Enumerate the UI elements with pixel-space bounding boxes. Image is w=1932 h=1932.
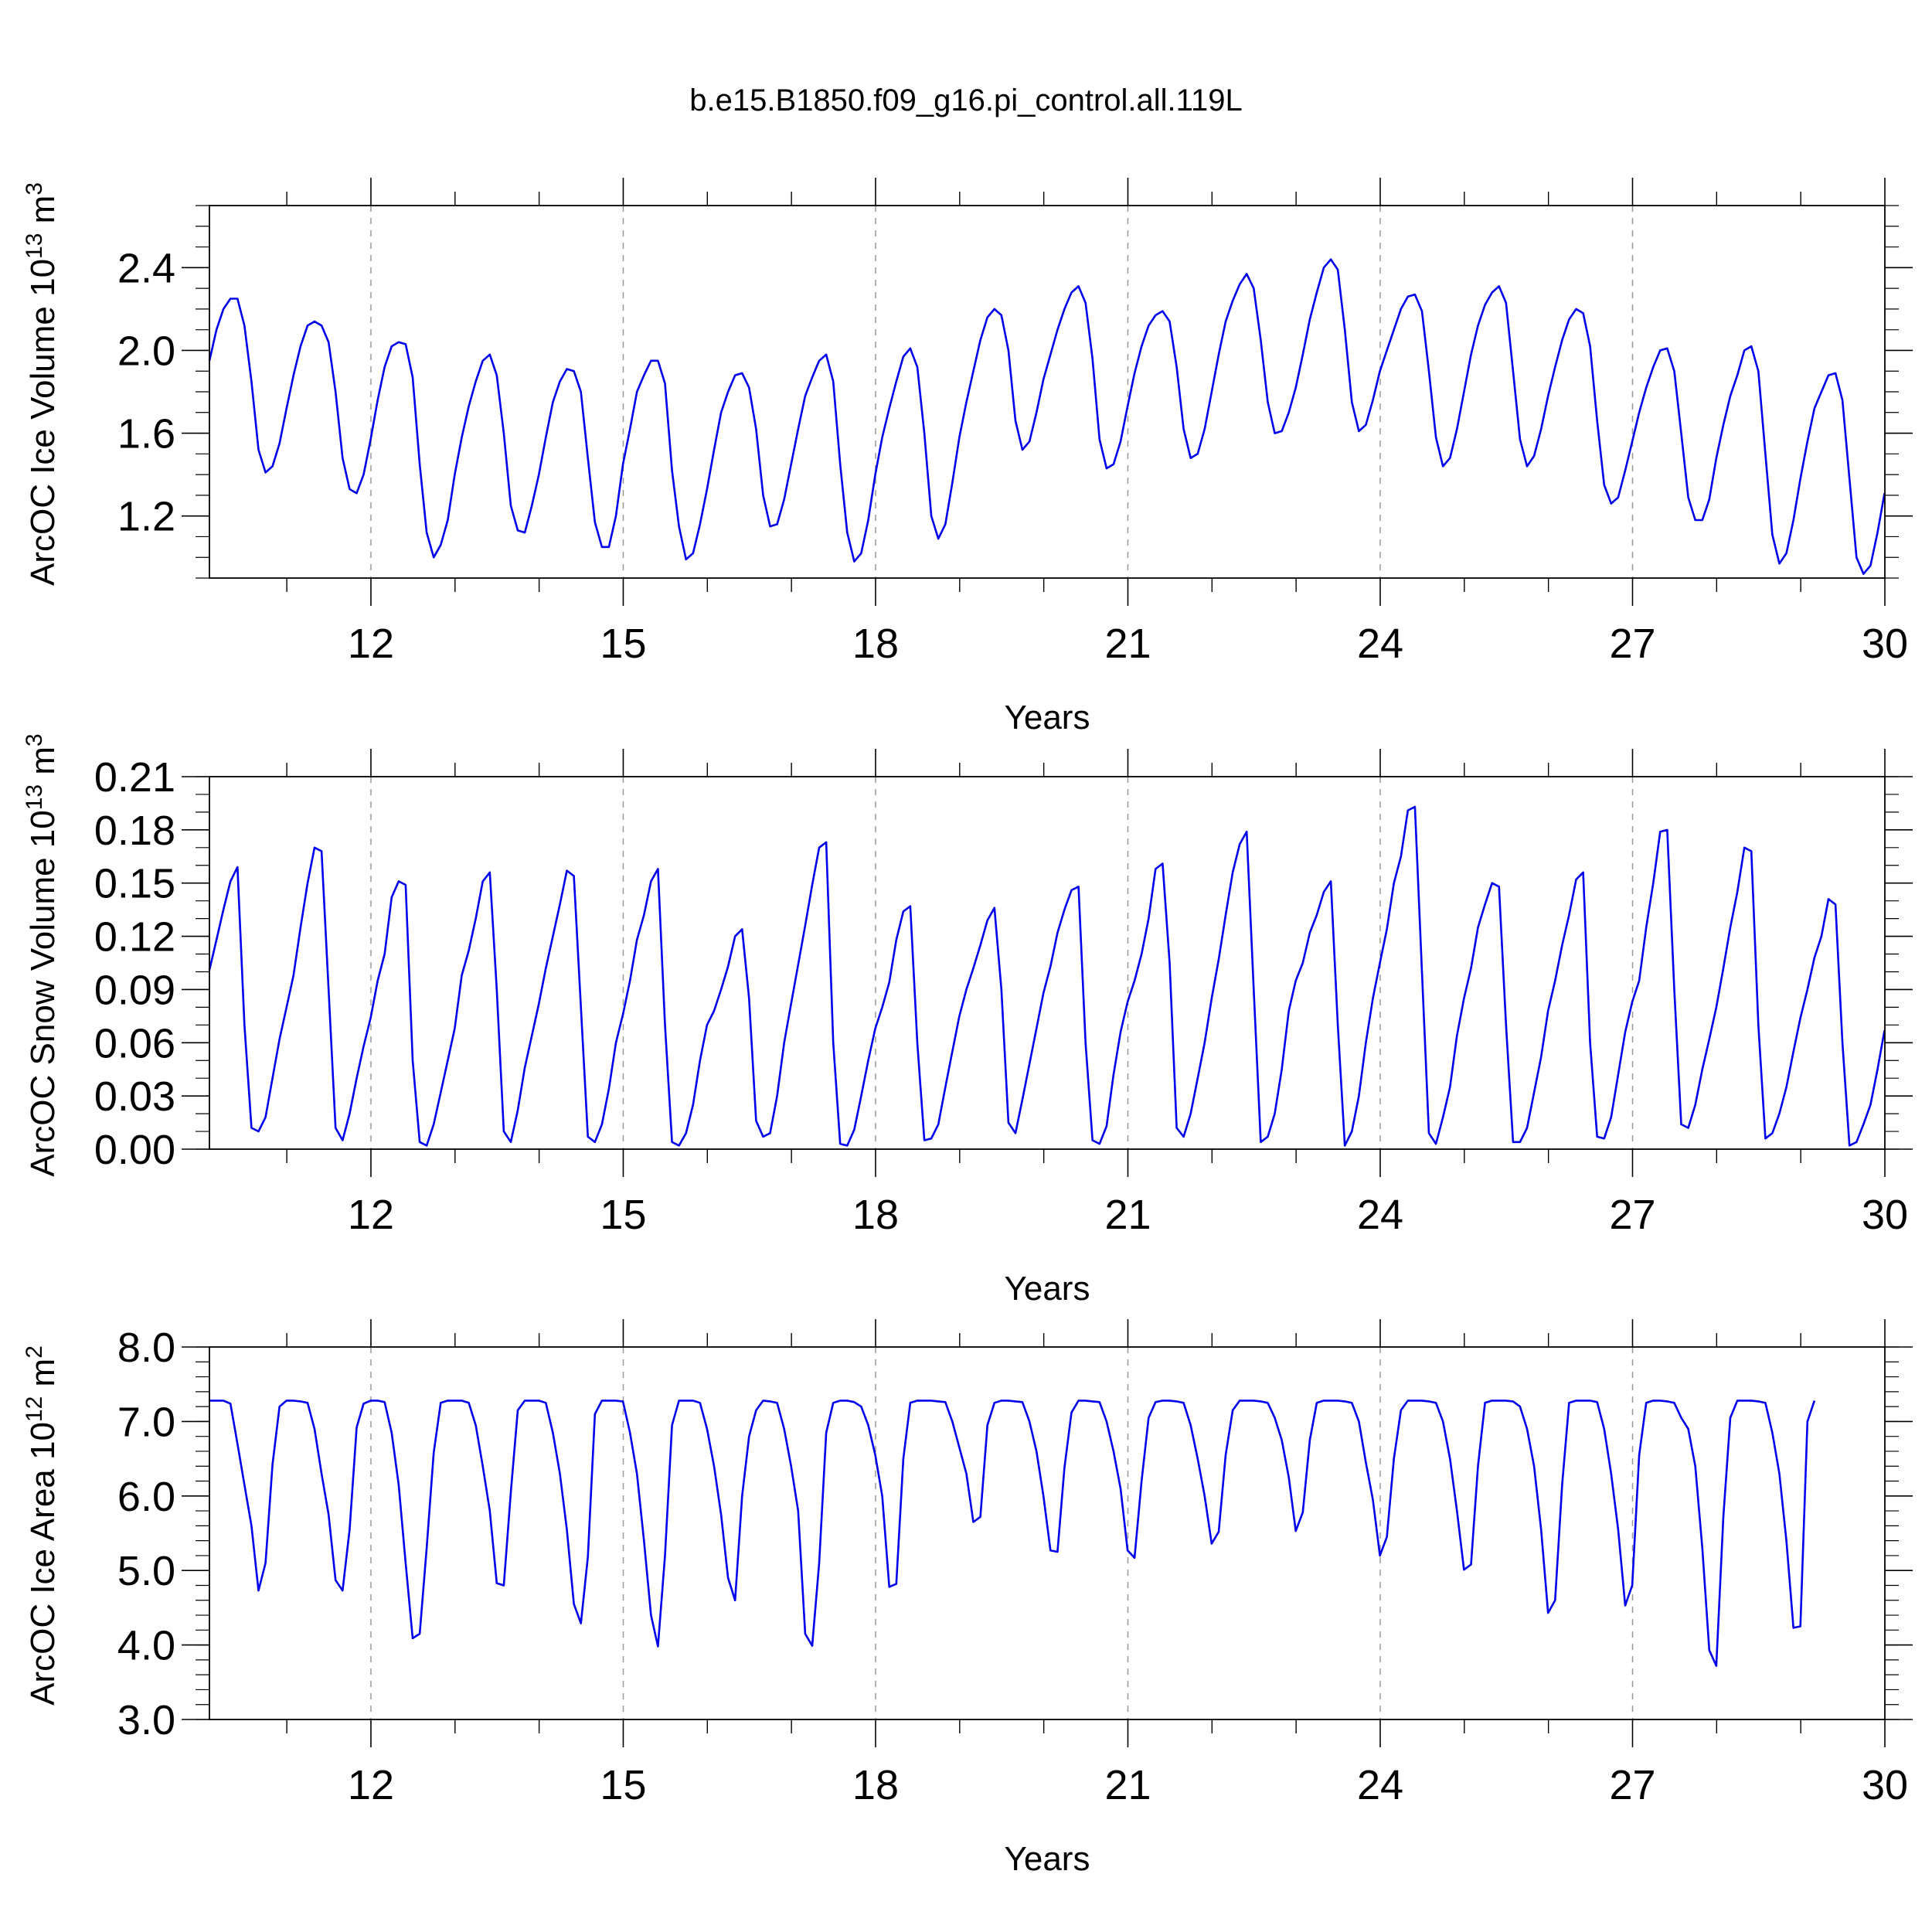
figure-title: b.e15.B1850.f09_g16.pi_control.all.119L — [689, 83, 1243, 117]
y-tick-label: 0.12 — [94, 914, 175, 961]
y-tick-label: 0.15 — [94, 861, 175, 907]
x-tick-label: 18 — [852, 1192, 899, 1238]
plot-frame — [209, 776, 1886, 1150]
y-tick-label: 3.0 — [117, 1697, 175, 1743]
plot-frame — [209, 205, 1886, 579]
x-tick-label: 27 — [1609, 1192, 1655, 1238]
data-series-line — [209, 1400, 1816, 1667]
y-tick-label: 8.0 — [117, 1325, 175, 1371]
x-tick-label: 12 — [348, 621, 394, 667]
y-tick-label: 0.00 — [94, 1127, 175, 1173]
chart-panel-3: 12 15 18 21 24 27 30 3.0 4.0 5.0 6.0 7.0 8.0 Years Arc… — [22, 1319, 1913, 1878]
y-axis-title: ArcOC Snow Volume 1013 m3 — [22, 733, 62, 1176]
x-tick-label: 12 — [348, 1192, 394, 1238]
data-series-line — [208, 258, 1886, 575]
y-tick-label: 5.0 — [117, 1548, 175, 1594]
data-series-line — [208, 805, 1886, 1147]
y-tick-label: 0.09 — [94, 967, 175, 1013]
y-tick-label: 0.03 — [94, 1073, 175, 1120]
x-tick-label: 24 — [1357, 1192, 1403, 1238]
x-tick-label: 30 — [1862, 1762, 1908, 1808]
x-tick-label: 15 — [600, 1762, 646, 1808]
x-tick-label: 21 — [1104, 621, 1151, 667]
x-tick-label: 18 — [852, 1762, 899, 1808]
y-tick-label: 0.18 — [94, 808, 175, 854]
y-axis-title: ArcOC Ice Volume 1013 m3 — [22, 182, 62, 586]
y-tick-label: 2.0 — [117, 328, 175, 374]
x-tick-label: 30 — [1862, 621, 1908, 667]
x-tick-label: 15 — [600, 621, 646, 667]
y-tick-label: 0.06 — [94, 1020, 175, 1066]
y-tick-label: 4.0 — [117, 1623, 175, 1669]
y-tick-label: 7.0 — [117, 1399, 175, 1445]
x-tick-label: 21 — [1104, 1192, 1151, 1238]
x-axis-title: Years — [1005, 1270, 1090, 1308]
x-tick-label: 27 — [1609, 1762, 1655, 1808]
plot-frame — [209, 1346, 1886, 1720]
x-axis-title: Years — [1005, 699, 1090, 736]
x-tick-label: 15 — [600, 1192, 646, 1238]
y-tick-label: 0.21 — [94, 754, 175, 801]
y-tick-label: 1.6 — [117, 411, 175, 457]
y-tick-label: 6.0 — [117, 1474, 175, 1520]
y-tick-label: 1.2 — [117, 494, 175, 540]
x-tick-label: 24 — [1357, 1762, 1403, 1808]
y-axis-title: ArcOC Ice Area 1012 m2 — [22, 1345, 62, 1706]
x-tick-label: 18 — [852, 621, 899, 667]
x-tick-label: 27 — [1609, 621, 1655, 667]
chart-panel-2: 12 15 18 21 24 27 30 0.00 0.03 0.06 0.09 0.12 0.15 0.… — [22, 733, 1913, 1308]
x-tick-label: 12 — [348, 1762, 394, 1808]
x-tick-label: 21 — [1104, 1762, 1151, 1808]
y-tick-label: 2.4 — [117, 245, 175, 291]
x-tick-label: 24 — [1357, 621, 1403, 667]
chart-panel-1: 12 15 18 21 24 27 30 1.2 1.6 2.0 2.4 Years ArcOC Ice… — [22, 178, 1913, 736]
x-tick-label: 30 — [1862, 1192, 1908, 1238]
x-axis-title: Years — [1005, 1840, 1090, 1878]
